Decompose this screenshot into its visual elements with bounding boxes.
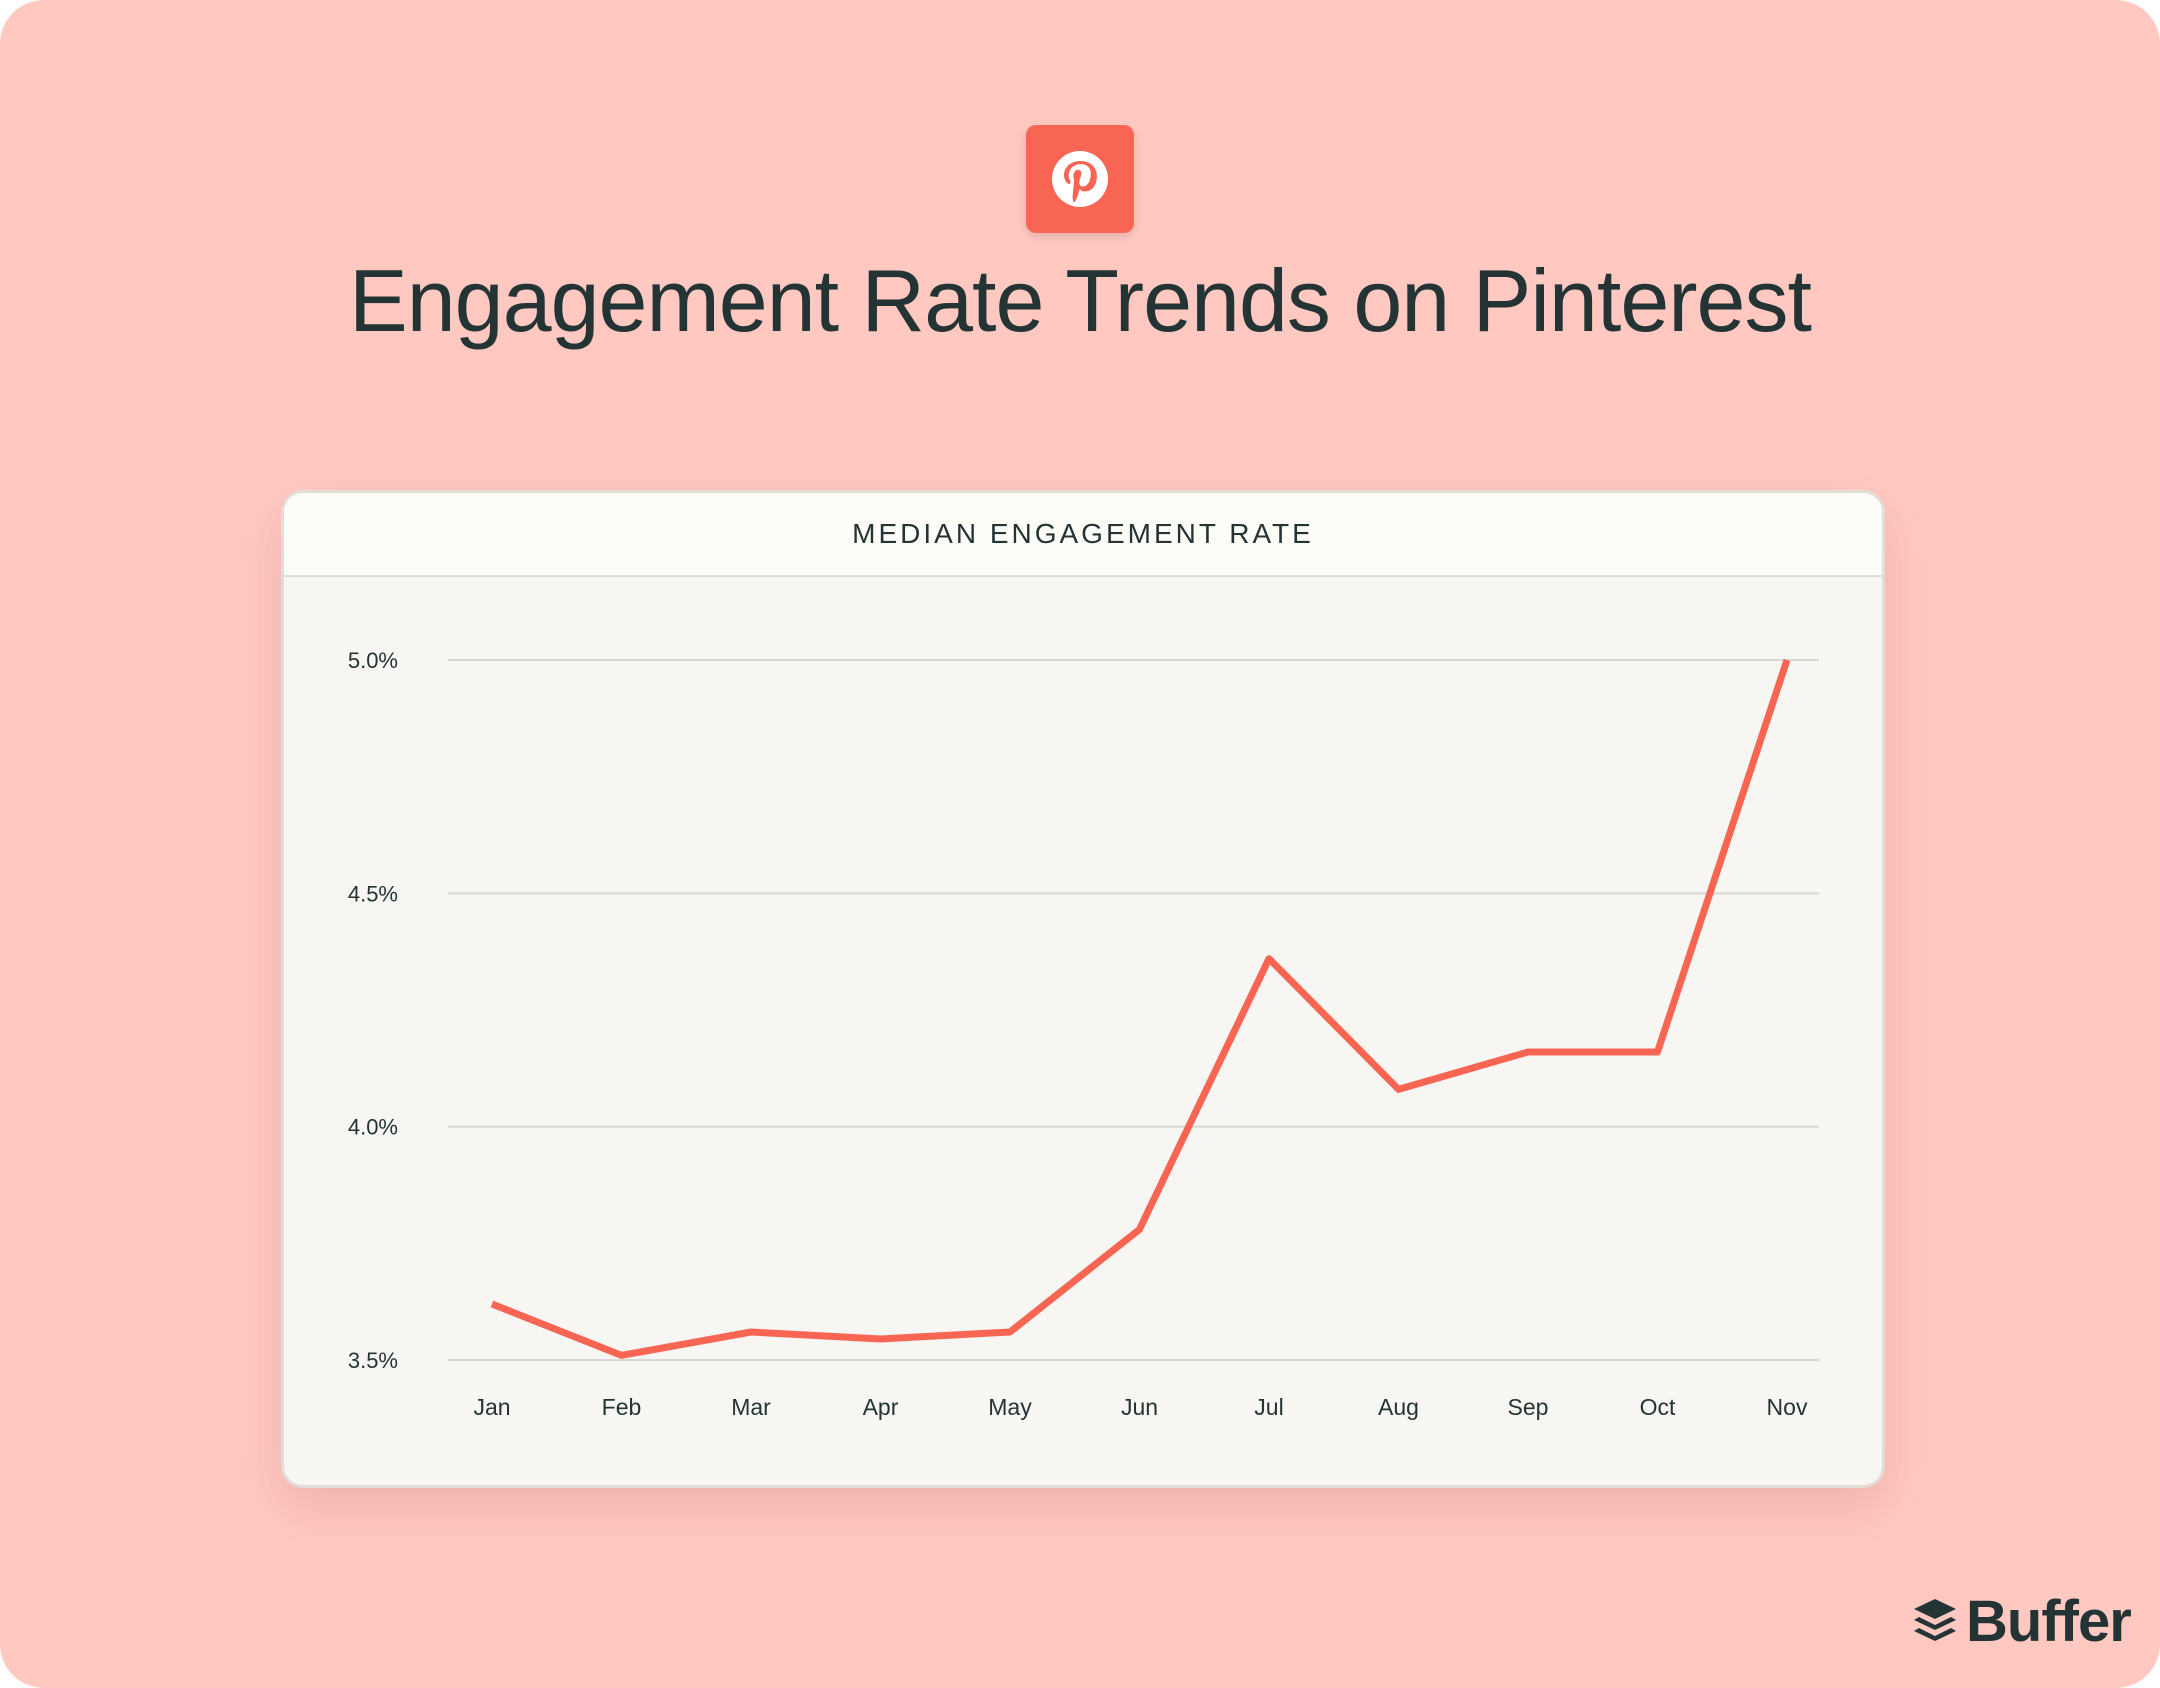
x-tick-label: Aug — [1378, 1394, 1419, 1420]
buffer-logo: Buffer — [1912, 1588, 2132, 1655]
buffer-stack-icon — [1914, 1598, 1956, 1641]
y-tick-label: 3.5% — [348, 1348, 398, 1373]
y-tick-label: 4.0% — [348, 1115, 398, 1140]
y-tick-label: 4.5% — [348, 881, 398, 906]
x-tick-label: Jul — [1254, 1394, 1283, 1420]
x-tick-label: May — [988, 1394, 1032, 1420]
buffer-wordmark: Buffer — [1966, 1589, 2132, 1654]
x-tick-label: Jun — [1121, 1394, 1158, 1420]
x-tick-label: Apr — [863, 1394, 899, 1420]
x-tick-label: Mar — [731, 1394, 771, 1420]
page-title: Engagement Rate Trends on Pinterest — [349, 251, 1812, 350]
chart-card: MEDIAN ENGAGEMENT RATE 3.5% 4.0% 4.5% 5.0% J… — [281, 490, 1885, 1488]
line-chart: 3.5% 4.0% 4.5% 5.0% Jan Feb Mar Apr May Jun Jul Aug… — [348, 648, 1819, 1420]
chart-title: MEDIAN ENGAGEMENT RATE — [284, 493, 1882, 577]
x-tick-label: Sep — [1508, 1394, 1549, 1420]
x-tick-label: Oct — [1640, 1394, 1676, 1420]
pinterest-icon — [1026, 125, 1134, 233]
x-tick-label: Feb — [602, 1394, 642, 1420]
series-line — [490, 658, 1791, 1359]
x-tick-label: Jan — [473, 1394, 510, 1420]
x-tick-label: Nov — [1767, 1394, 1808, 1420]
y-tick-label: 5.0% — [348, 648, 398, 673]
